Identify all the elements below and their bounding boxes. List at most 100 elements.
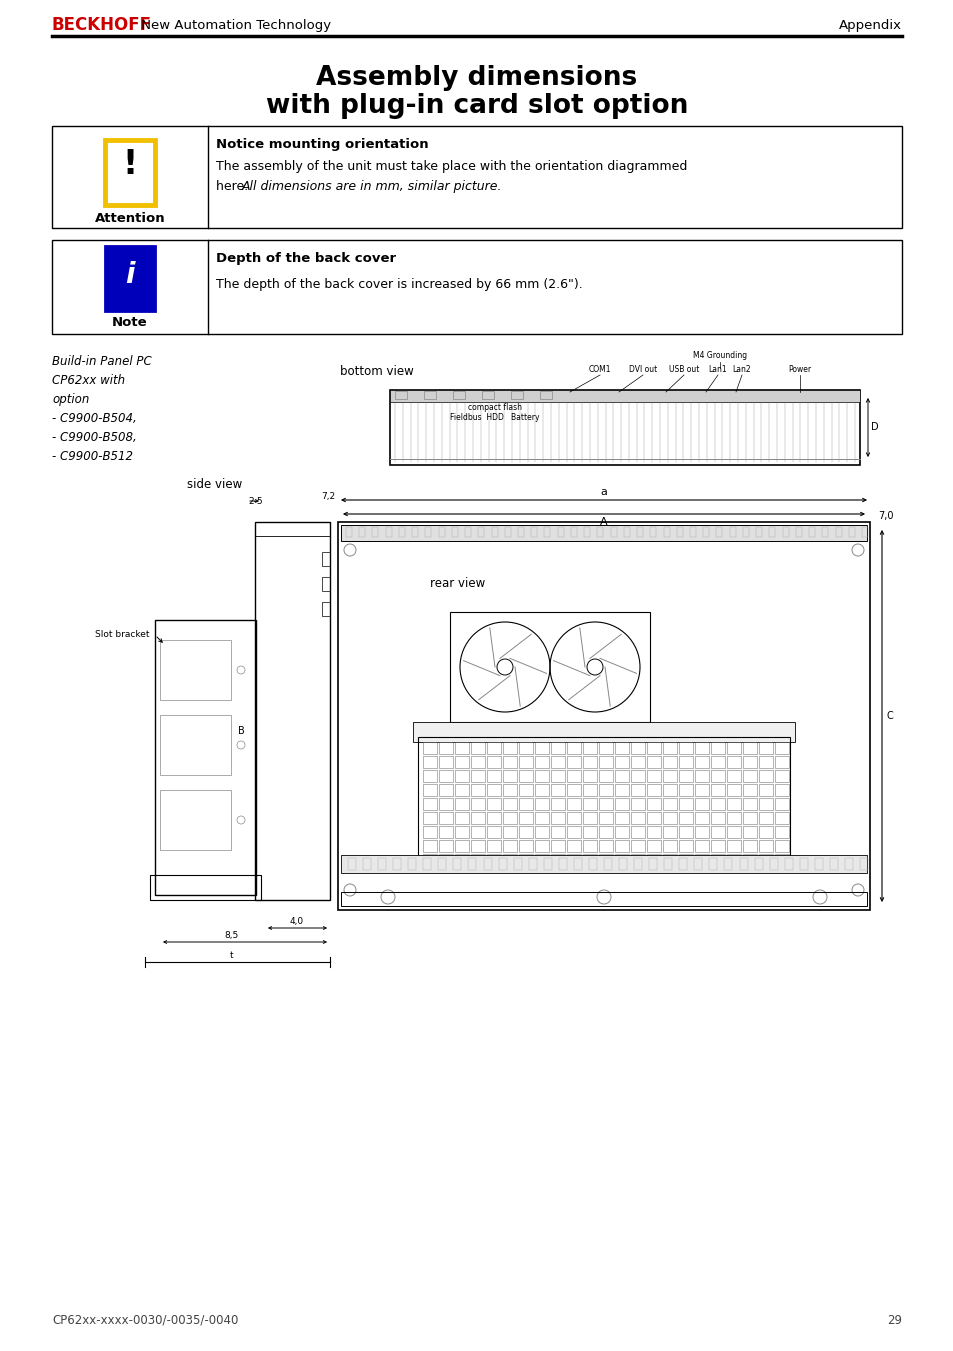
Bar (438, 784, 453, 796)
Bar (322, 553, 330, 566)
Bar (582, 854, 597, 866)
Bar (615, 854, 628, 866)
Bar (423, 858, 431, 870)
Bar (486, 770, 500, 782)
Text: BECKHOFF: BECKHOFF (52, 16, 152, 34)
Bar (615, 742, 628, 754)
Bar (453, 390, 464, 399)
Bar (535, 854, 548, 866)
Bar (455, 798, 469, 811)
Bar (646, 798, 660, 811)
Bar (422, 812, 436, 824)
Bar (412, 527, 417, 536)
Bar (618, 858, 626, 870)
Bar (695, 784, 708, 796)
Bar (710, 757, 724, 767)
Bar (583, 527, 590, 536)
Bar (582, 798, 597, 811)
Bar (566, 742, 580, 754)
Bar (742, 825, 757, 838)
Bar (450, 612, 649, 721)
Bar (438, 798, 453, 811)
Bar (821, 527, 827, 536)
Bar (570, 527, 577, 536)
Text: rear view: rear view (430, 577, 485, 590)
Bar (848, 527, 854, 536)
Bar (471, 784, 484, 796)
Bar (535, 798, 548, 811)
Bar (835, 527, 841, 536)
Bar (52, 126, 901, 228)
Bar (566, 825, 580, 838)
Bar (662, 784, 677, 796)
Bar (759, 854, 772, 866)
Bar (498, 858, 506, 870)
Bar (535, 825, 548, 838)
Bar (637, 527, 642, 536)
Bar (511, 390, 522, 399)
Bar (603, 858, 612, 870)
Bar (422, 784, 436, 796)
Bar (630, 854, 644, 866)
Bar (742, 527, 748, 536)
Text: a: a (600, 486, 607, 497)
Bar (518, 770, 533, 782)
Bar (502, 742, 517, 754)
Text: Attention: Attention (94, 212, 165, 224)
Bar (348, 858, 355, 870)
Bar (518, 825, 533, 838)
Bar (615, 784, 628, 796)
Bar (398, 527, 404, 536)
Bar (566, 784, 580, 796)
Bar (709, 858, 717, 870)
Bar (502, 798, 517, 811)
Bar (662, 770, 677, 782)
Bar (254, 521, 330, 536)
Bar (566, 812, 580, 824)
Bar (726, 742, 740, 754)
Bar (471, 757, 484, 767)
Bar (455, 854, 469, 866)
Bar (759, 742, 772, 754)
Bar (160, 715, 231, 775)
Bar (759, 840, 772, 852)
Bar (390, 390, 859, 403)
Bar (413, 721, 794, 742)
Bar (452, 527, 457, 536)
Bar (742, 784, 757, 796)
Text: M4 Grounding: M4 Grounding (692, 351, 746, 359)
Bar (422, 840, 436, 852)
Bar (630, 812, 644, 824)
Bar (695, 812, 708, 824)
Text: Appendix: Appendix (838, 19, 901, 31)
Bar (322, 603, 330, 616)
Bar (582, 840, 597, 852)
Text: D: D (870, 422, 878, 432)
Bar (774, 825, 788, 838)
Bar (543, 858, 551, 870)
Bar (676, 527, 682, 536)
Bar (662, 812, 677, 824)
Text: t: t (230, 951, 233, 961)
Text: USB out: USB out (668, 365, 699, 374)
Bar (646, 812, 660, 824)
Bar (630, 840, 644, 852)
Bar (422, 742, 436, 754)
Bar (597, 527, 602, 536)
Bar (455, 770, 469, 782)
Bar (726, 770, 740, 782)
Bar (535, 770, 548, 782)
Bar (438, 840, 453, 852)
Bar (662, 840, 677, 852)
Bar (694, 858, 701, 870)
Bar (566, 854, 580, 866)
Bar (630, 798, 644, 811)
Bar (662, 798, 677, 811)
Bar (829, 858, 837, 870)
Bar (630, 784, 644, 796)
Text: !: ! (122, 147, 137, 181)
Text: option: option (52, 393, 90, 407)
Text: bottom view: bottom view (339, 365, 414, 378)
Bar (551, 798, 564, 811)
Bar (582, 757, 597, 767)
